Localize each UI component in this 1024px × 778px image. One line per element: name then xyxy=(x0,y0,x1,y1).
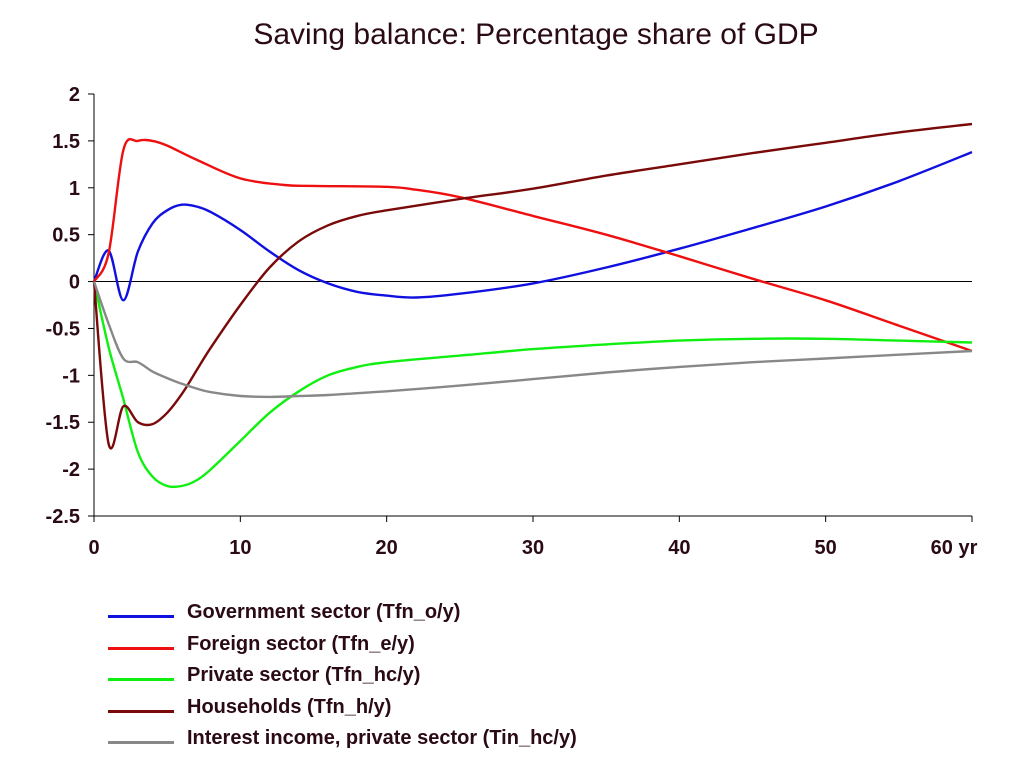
legend-swatch xyxy=(108,678,174,681)
x-tick-label: 10 xyxy=(229,537,251,559)
y-tick-label: 2 xyxy=(69,84,80,106)
y-tick-label: 0 xyxy=(69,272,80,294)
series-line-0 xyxy=(92,150,973,302)
y-tick-label: 1 xyxy=(69,178,80,200)
x-tick-label: 60 yr xyxy=(931,537,978,559)
series-line-3 xyxy=(92,122,973,450)
legend-label: Interest income, private sector (Tin_hc/… xyxy=(187,727,577,749)
legend-label: Households (Tfn_h/y) xyxy=(187,695,392,718)
y-tick-label: 1.5 xyxy=(52,131,80,153)
y-tick-label: -2 xyxy=(62,459,80,481)
x-tick-label: 40 xyxy=(668,537,690,559)
x-tick-label: 30 xyxy=(522,537,544,559)
legend-swatch xyxy=(108,646,174,650)
tick-labels: 2 1.5 1 0.5 0 -0.5 -1 -1.5 -2 -2.5 0 10 20 30 40 50 60 y… xyxy=(46,84,978,559)
legend-label: Government sector (Tfn_o/y) xyxy=(187,601,461,623)
legend-swatch xyxy=(108,615,174,618)
series-layer xyxy=(92,122,973,489)
y-tick-label: 0.5 xyxy=(52,225,80,247)
series-line-2 xyxy=(92,281,973,489)
series-line-1 xyxy=(92,137,973,353)
line-chart: 2 1.5 1 0.5 0 -0.5 -1 -1.5 -2 -2.5 0 10 20 30 40 50 60 y… xyxy=(46,84,978,559)
y-tick-label: -2.5 xyxy=(46,506,80,528)
legend-swatch xyxy=(108,741,174,744)
y-tick-label: -1 xyxy=(62,365,80,387)
chart-title: Saving balance: Percentage share of GDP xyxy=(253,18,819,51)
axes xyxy=(88,93,973,522)
legend-label: Private sector (Tfn_hc/y) xyxy=(187,664,421,686)
y-tick-label: -0.5 xyxy=(46,318,80,340)
legend-swatch xyxy=(108,709,174,713)
series-line-4 xyxy=(92,281,973,399)
y-tick-label: -1.5 xyxy=(46,412,80,434)
legend-label: Foreign sector (Tfn_e/y) xyxy=(187,632,415,655)
x-tick-label: 0 xyxy=(88,537,99,559)
x-tick-label: 20 xyxy=(376,537,398,559)
x-tick-label: 50 xyxy=(815,537,837,559)
